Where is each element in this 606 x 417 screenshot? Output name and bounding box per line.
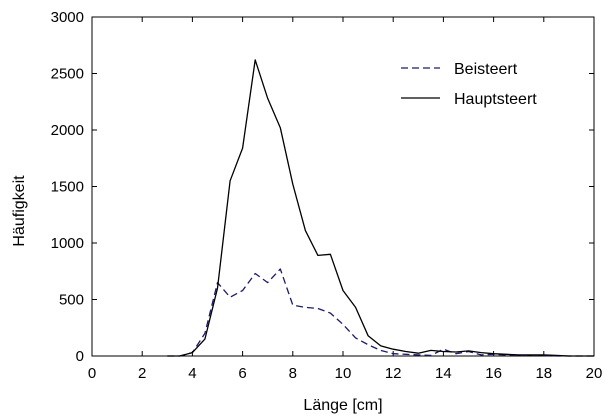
x-tick-label: 10 <box>335 365 352 382</box>
x-tick-label: 20 <box>586 365 603 382</box>
y-tick-label: 2000 <box>51 122 84 139</box>
y-tick-label: 500 <box>59 292 84 309</box>
y-tick-label: 3000 <box>51 9 84 26</box>
x-tick-label: 0 <box>88 365 96 382</box>
x-tick-label: 14 <box>435 365 452 382</box>
y-tick-label: 1500 <box>51 179 84 196</box>
x-tick-label: 6 <box>238 365 246 382</box>
legend-label-beisteert: Beisteert <box>454 61 518 78</box>
x-tick-label: 18 <box>535 365 552 382</box>
y-tick-label: 1000 <box>51 235 84 252</box>
plot-frame <box>91 16 595 357</box>
series-line-hauptsteert <box>167 59 594 357</box>
y-tick-label: 2500 <box>51 66 84 83</box>
legend: Beisteert Hauptsteert <box>401 61 537 108</box>
x-axis-label: Länge [cm] <box>303 397 382 414</box>
legend-label-hauptsteert: Hauptsteert <box>454 91 537 108</box>
series-layer <box>167 59 594 357</box>
y-axis-label: Häufigkeit <box>11 175 28 247</box>
x-tick-label: 12 <box>385 365 402 382</box>
y-axis: 0 500 1000 1500 2000 2500 3000 <box>51 9 594 365</box>
y-tick-label: 0 <box>76 348 84 365</box>
x-tick-label: 8 <box>289 365 297 382</box>
x-tick-label: 4 <box>188 365 196 382</box>
x-axis: 0 2 4 6 8 10 12 14 16 18 20 <box>88 17 603 382</box>
series-line-beisteert <box>167 268 594 357</box>
x-tick-label: 16 <box>485 365 502 382</box>
x-tick-label: 2 <box>138 365 146 382</box>
